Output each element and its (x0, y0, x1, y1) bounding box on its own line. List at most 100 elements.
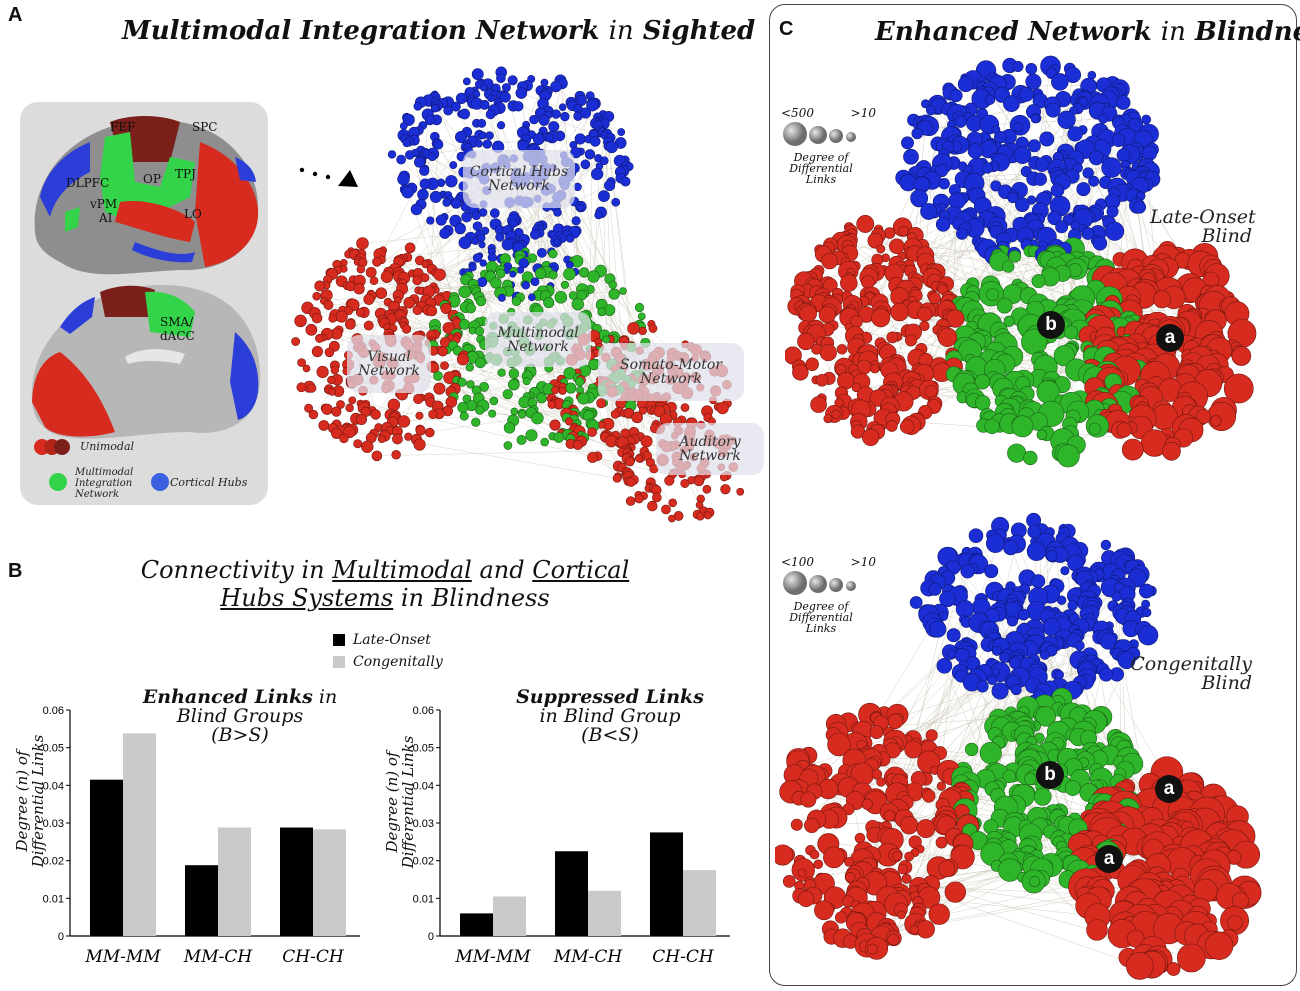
size-legend-top-spheres (783, 122, 856, 146)
network-node (876, 777, 886, 787)
network-node (916, 819, 936, 839)
y-tick-label: 0 (428, 931, 434, 943)
bar-CH-CH-cong (683, 870, 716, 936)
network-node (935, 836, 948, 849)
network-node (321, 403, 333, 415)
label-cortical-hubs-network: Cortical Hubs Network (463, 150, 575, 208)
network-node (903, 148, 919, 165)
bar-MM-CH-late (185, 865, 218, 936)
network-node (994, 130, 1007, 144)
network-node (647, 500, 658, 512)
network-node (1030, 114, 1040, 124)
badge-b-top: b (1037, 311, 1065, 339)
network-node (998, 858, 1022, 882)
x-category-label: MM-CH (183, 947, 254, 967)
network-node (840, 274, 858, 292)
network-node (876, 244, 886, 254)
network-node (516, 435, 527, 445)
network-node (1088, 150, 1104, 166)
network-node (392, 433, 403, 445)
network-node (1054, 670, 1064, 680)
network-node (315, 333, 325, 343)
congenital-network-graph (775, 512, 1262, 980)
network-node (419, 165, 430, 176)
network-node (634, 454, 643, 463)
network-node (410, 203, 423, 216)
size-legend-bottom-range: <100 >10 (781, 555, 876, 569)
x-category-label: MM-CH (553, 947, 624, 967)
network-node (1064, 66, 1082, 84)
network-node (1111, 133, 1126, 147)
network-node (331, 406, 342, 417)
panel-a-title-part3: Sighted (642, 16, 756, 46)
network-node (465, 363, 475, 372)
network-edge (419, 212, 495, 261)
network-node (461, 211, 472, 223)
network-node (1026, 541, 1047, 561)
network-node (925, 729, 938, 742)
network-node (391, 450, 401, 460)
network-node (1027, 139, 1041, 153)
network-node (590, 136, 601, 147)
network-node (634, 302, 645, 313)
network-node (1034, 157, 1050, 172)
network-node (619, 287, 627, 295)
network-node (889, 238, 905, 255)
network-node (449, 161, 458, 170)
network-node (459, 319, 470, 330)
network-node (307, 383, 317, 393)
network-node (587, 427, 597, 438)
chart2-suppressed-links: 0 0.01 0.02 0.03 0.04 0.05 0.06 MM-MM MM-CH CH-CH (413, 705, 730, 967)
network-node (475, 357, 486, 369)
network-node (345, 403, 354, 413)
badge-a1-bottom: a (1155, 775, 1183, 803)
network-node (797, 890, 815, 908)
network-node (938, 178, 950, 190)
network-node (1088, 422, 1101, 435)
network-node (487, 94, 495, 102)
network-node (550, 80, 562, 93)
network-node (522, 377, 531, 386)
network-node (693, 475, 705, 487)
network-node (528, 293, 536, 302)
network-node (574, 133, 586, 145)
network-node (1013, 146, 1032, 164)
network-node (901, 136, 914, 150)
legend-label-cong: Congenitally (353, 654, 443, 670)
network-node (412, 275, 423, 286)
label-congenitally-blind: Congenitally Blind (1130, 653, 1252, 694)
x-category-label: MM-MM (84, 947, 161, 967)
network-node (814, 900, 834, 921)
network-node (536, 392, 547, 404)
badge-a-top: a (1156, 324, 1184, 352)
network-edge (427, 144, 439, 311)
brain-inset: FEF SPC DLPFC OP TPJ vPM AI LO SMA/ dACC… (20, 102, 268, 505)
network-node (568, 291, 578, 300)
network-node (736, 487, 745, 496)
network-node (515, 87, 528, 99)
badge-a2-bottom: a (1095, 845, 1123, 873)
network-node (513, 101, 524, 112)
network-edge (462, 366, 625, 383)
network-node (396, 154, 407, 165)
network-node (459, 411, 469, 421)
network-node (443, 105, 454, 116)
network-node (324, 347, 335, 358)
network-node (503, 422, 516, 434)
network-node (327, 375, 336, 385)
network-node (305, 324, 318, 336)
network-node (576, 203, 585, 212)
size-legend-bottom: <100 >10 Degree of Differential Links (781, 555, 876, 634)
network-node (454, 222, 466, 235)
network-node (1003, 95, 1020, 112)
network-node (401, 324, 412, 334)
network-node (294, 314, 307, 328)
y-tick-label: 0.05 (413, 743, 434, 755)
network-node (417, 188, 429, 201)
network-node (424, 427, 435, 438)
network-node (355, 413, 368, 425)
network-node (904, 851, 914, 862)
network-node (403, 296, 416, 309)
y-tick-label: 0.02 (43, 856, 64, 868)
network-node (638, 326, 647, 336)
